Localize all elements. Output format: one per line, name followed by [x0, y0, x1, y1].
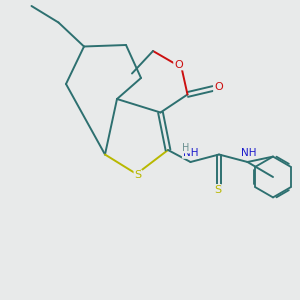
Text: O: O: [174, 59, 183, 70]
Text: H: H: [182, 142, 190, 153]
Text: S: S: [134, 170, 142, 181]
Text: NH: NH: [241, 148, 257, 158]
Text: O: O: [214, 82, 223, 92]
Text: NH: NH: [183, 148, 198, 158]
Text: S: S: [214, 185, 221, 195]
